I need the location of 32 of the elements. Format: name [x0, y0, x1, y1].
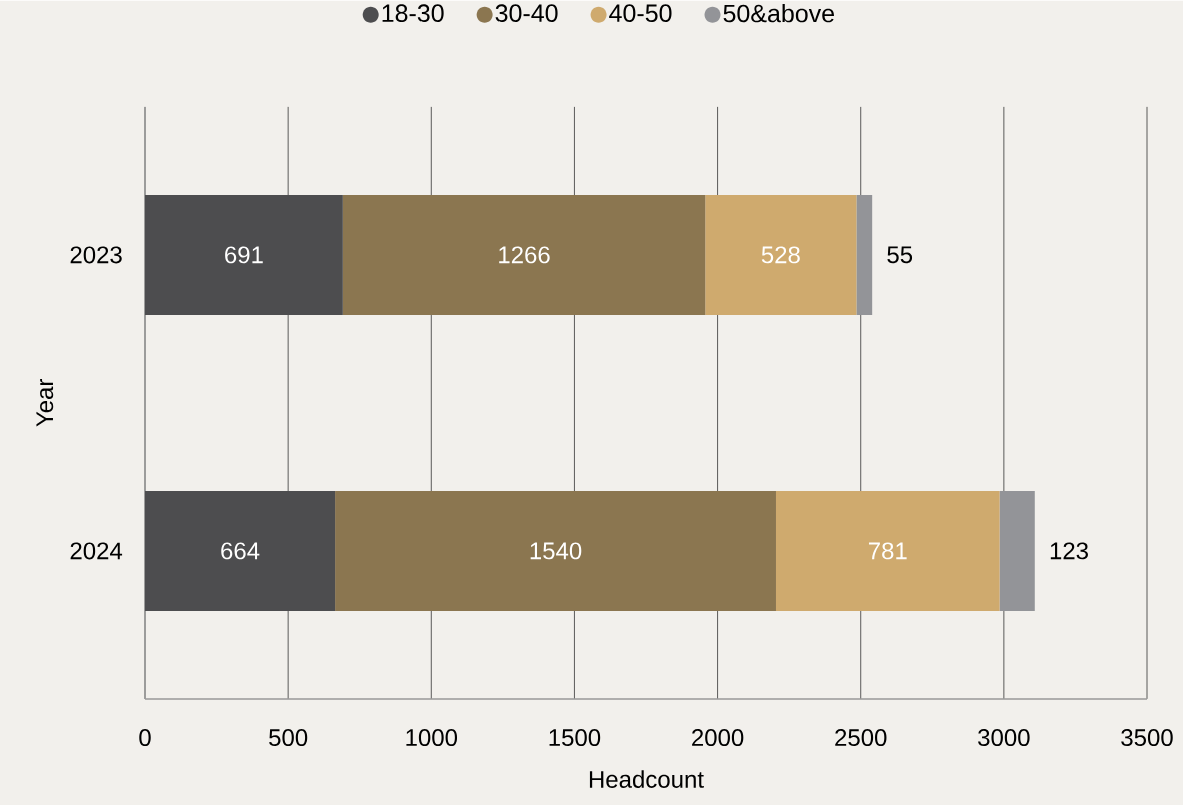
legend-label: 40-50	[609, 4, 672, 23]
data-label: 664	[221, 542, 260, 560]
data-label: 123	[1050, 542, 1088, 560]
bar	[335, 490, 776, 611]
x-tick-label: 2500	[835, 729, 887, 747]
x-tick-label: 1000	[406, 729, 458, 747]
data-label: 528	[761, 246, 800, 264]
x-tick-label: 3000	[978, 729, 1030, 747]
bar	[999, 490, 1035, 611]
data-label: 1540	[530, 542, 582, 560]
bar	[342, 194, 706, 315]
x-tick-label: 2000	[692, 729, 744, 747]
legend-label: 18-30	[382, 4, 444, 23]
y-axis-title: Year	[36, 379, 54, 427]
bar	[145, 490, 336, 611]
bar	[775, 490, 1000, 611]
data-label: 1266	[499, 246, 550, 264]
bar	[705, 194, 857, 315]
data-label: 55	[887, 246, 913, 264]
data-label: 691	[225, 246, 263, 264]
y-tick-label: 2024	[70, 542, 123, 560]
x-tick-label: 1500	[549, 729, 601, 747]
x-tick-label: 0	[139, 729, 151, 747]
x-tick-label: 500	[269, 729, 308, 747]
bar	[856, 194, 873, 315]
x-axis-title: Headcount	[589, 770, 704, 788]
y-tick-label: 2023	[70, 246, 122, 264]
legend-label: 30-40	[495, 4, 558, 23]
x-tick-label: 3500	[1121, 729, 1173, 747]
data-label: 781	[868, 542, 907, 560]
legend-label: 50&above	[723, 4, 834, 23]
bar	[145, 194, 343, 315]
